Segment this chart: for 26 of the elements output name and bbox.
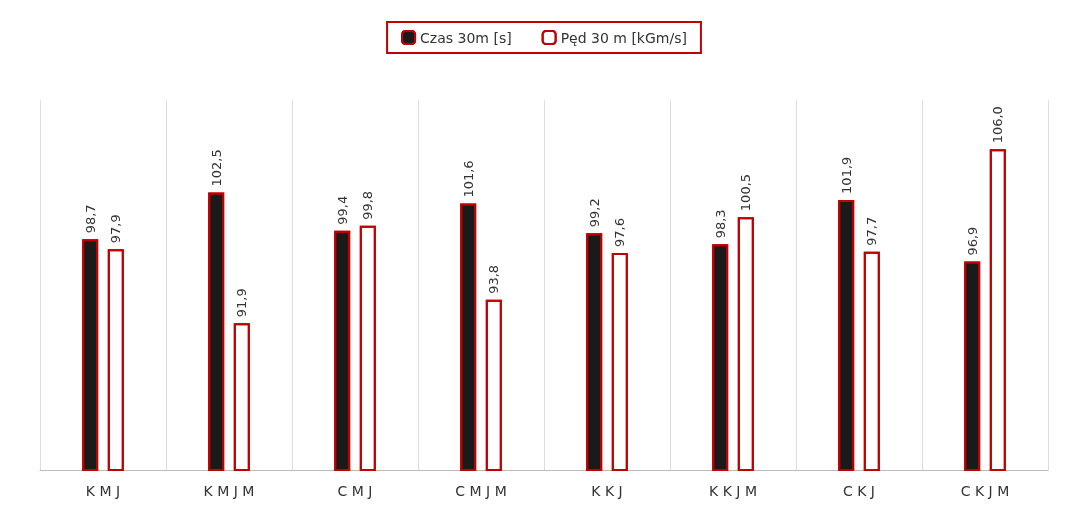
data-label: 100,5 (738, 173, 754, 212)
legend-label: Pęd 30 m [kGm/s] (560, 29, 687, 46)
data-label: 102,5 (208, 149, 224, 187)
data-label: 97,6 (612, 217, 628, 247)
data-label: 96,9 (964, 226, 980, 256)
data-label: 99,4 (334, 195, 350, 225)
data-label: 98,7 (82, 204, 98, 234)
data-label: 101,9 (838, 156, 854, 194)
data-label: 101,6 (460, 160, 476, 198)
data-label: 98,3 (712, 209, 728, 239)
x-tick-label: C K J (843, 483, 875, 499)
data-label: 93,8 (486, 264, 502, 294)
data-label: 97,9 (108, 214, 124, 244)
data-label: 99,8 (360, 190, 376, 220)
data-label: 99,2 (586, 198, 602, 228)
x-tick-label: K K J (591, 483, 623, 499)
data-label: 106,0 (990, 106, 1006, 144)
legend-label: Czas 30m [s] (420, 29, 512, 46)
x-tick-label: K M J M (203, 483, 255, 499)
x-tick-label: C M J M (455, 483, 507, 499)
x-tick-label: C M J (337, 483, 373, 499)
data-label: 97,7 (864, 216, 880, 246)
x-tick-label: K M J (85, 483, 121, 499)
x-tick-label: K K J M (709, 483, 757, 499)
data-label: 91,9 (234, 288, 250, 318)
x-tick-label: C K J M (960, 483, 1010, 499)
